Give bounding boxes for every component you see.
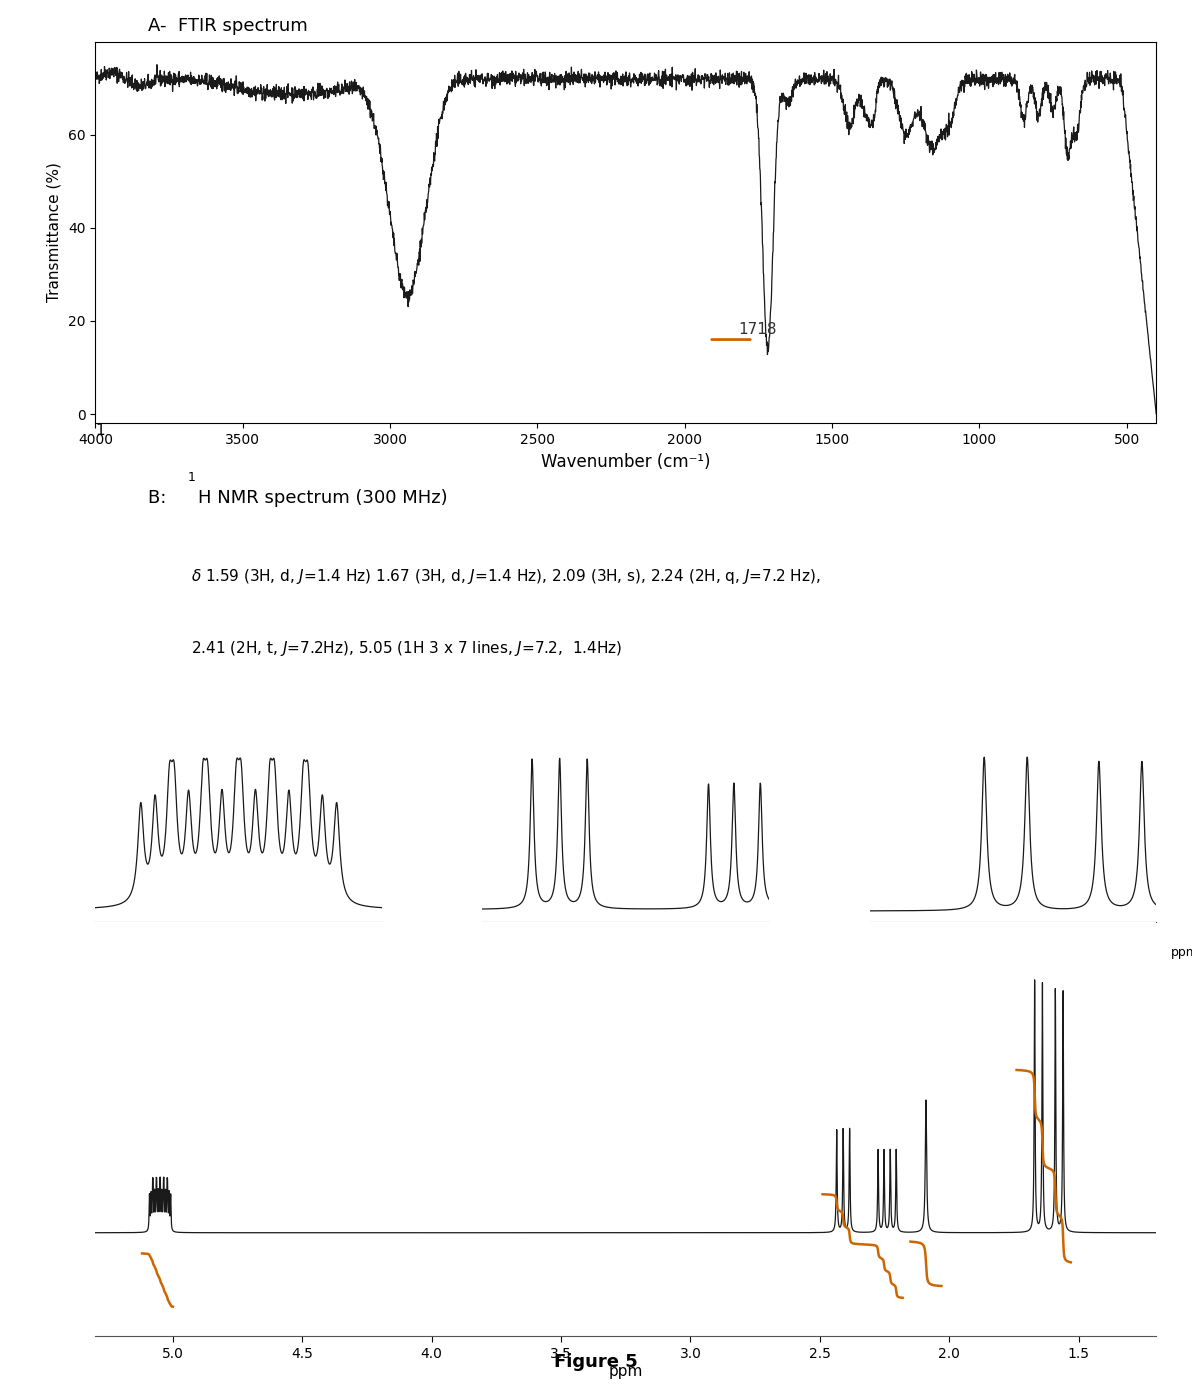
Text: ppm: ppm (783, 945, 812, 959)
Text: B:: B: (148, 489, 173, 507)
Text: $\delta$ 1.59 (3H, d, $\it{J}$=1.4 Hz) 1.67 (3H, d, $\it{J}$=1.4 Hz), 2.09 (3H, : $\delta$ 1.59 (3H, d, $\it{J}$=1.4 Hz) 1… (191, 567, 820, 586)
Text: 2.41 (2H, t, $\it{J}$=7.2Hz), 5.05 (1H 3 x 7 lines, $\it{J}$=7.2,  1.4Hz): 2.41 (2H, t, $\it{J}$=7.2Hz), 5.05 (1H 3… (191, 639, 622, 658)
Text: ppm: ppm (397, 945, 424, 959)
Text: H NMR spectrum (300 MHz): H NMR spectrum (300 MHz) (198, 489, 448, 507)
X-axis label: ppm: ppm (609, 1364, 642, 1378)
Text: 1718: 1718 (738, 322, 777, 337)
Text: 1: 1 (95, 423, 105, 438)
Y-axis label: Transmittance (%): Transmittance (%) (46, 163, 61, 302)
X-axis label: Wavenumber (cm⁻¹): Wavenumber (cm⁻¹) (541, 452, 710, 470)
Text: A-  FTIR spectrum: A- FTIR spectrum (148, 17, 309, 35)
Text: Figure 5: Figure 5 (554, 1353, 638, 1371)
Text: ppm: ppm (1171, 945, 1192, 959)
Text: 1: 1 (187, 472, 195, 484)
